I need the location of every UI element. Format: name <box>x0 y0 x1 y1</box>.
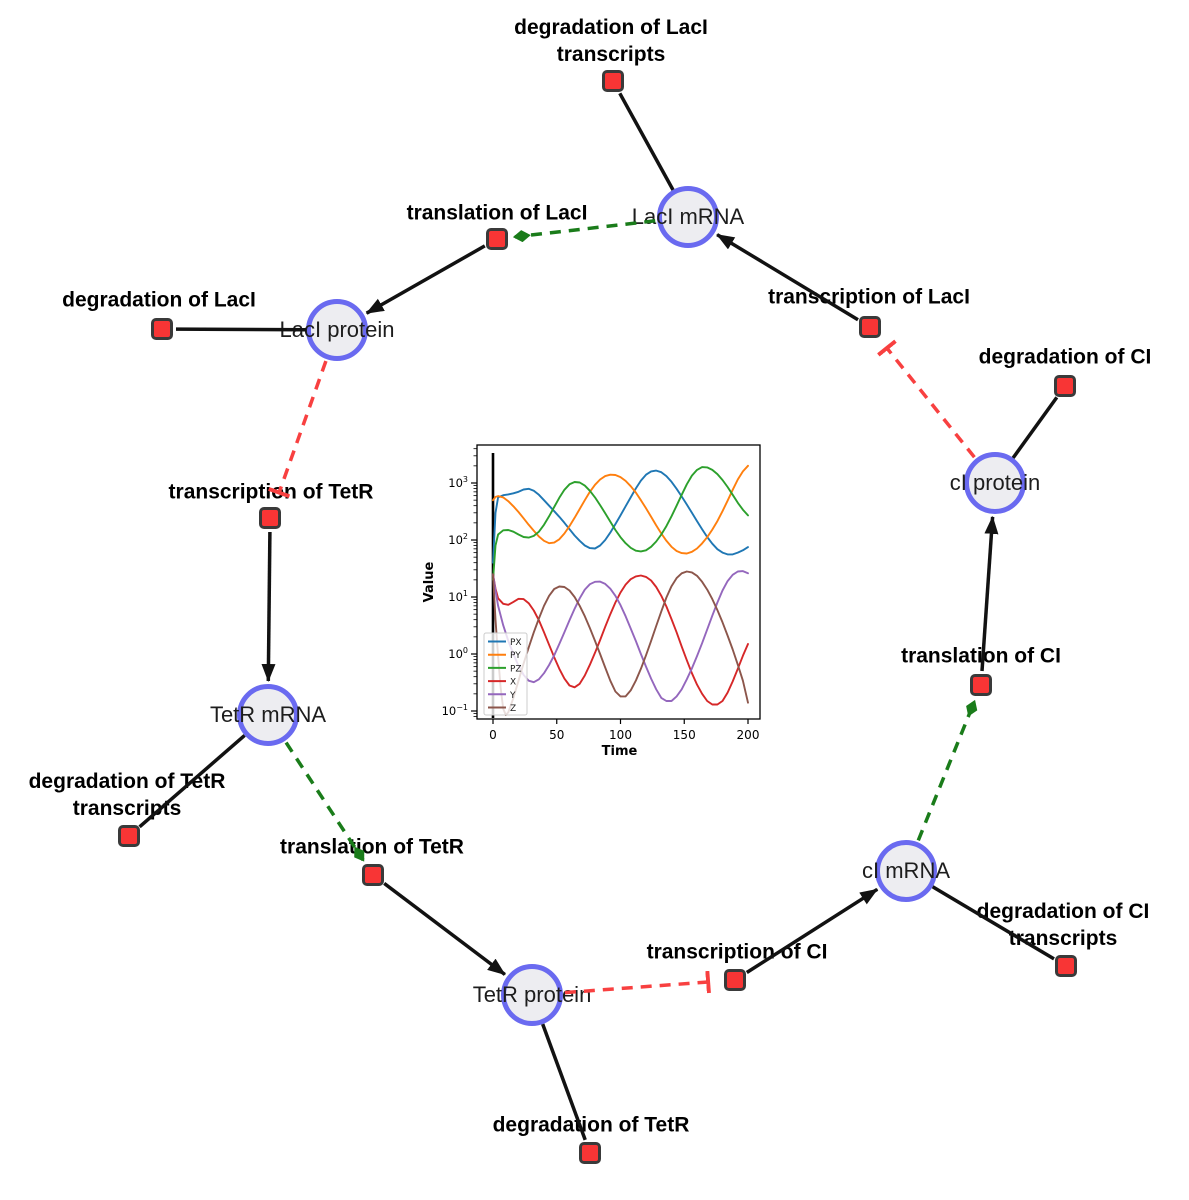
species-label-tetr-protein: TetR protein <box>472 982 592 1007</box>
legend-entry-label: Z <box>510 704 516 714</box>
chart-series-PX <box>492 469 749 564</box>
reaction-label-deg-tetr-tx: degradation of TetR transcripts <box>29 768 226 822</box>
reaction-label-deg-ci: degradation of CI <box>979 344 1152 371</box>
reaction-label-line: transcripts <box>556 43 666 66</box>
reaction-label-transcription-laci: transcription of LacI <box>768 284 970 311</box>
edge-inhibition-ci-protein-to-transcription-laci <box>877 339 976 459</box>
legend-entry-label: X <box>510 678 516 688</box>
reaction-label-translation-ci: translation of CI <box>901 643 1061 670</box>
reaction-node-deg-ci-tx[interactable] <box>1055 955 1077 977</box>
edge-reactant-ci-protein-to-deg-ci <box>1011 396 1059 459</box>
chart-series-X <box>492 573 749 706</box>
reaction-node-transcription-tetr[interactable] <box>259 507 281 529</box>
legend-entry-label: PX <box>510 638 522 648</box>
y-tick-label: 100 <box>448 646 468 661</box>
x-tick-label: 100 <box>609 728 632 742</box>
reaction-node-transcription-ci[interactable] <box>724 969 746 991</box>
species-label-ci-mrna: cI mRNA <box>862 858 950 883</box>
reaction-label-transcription-ci: transcription of CI <box>647 939 828 966</box>
reaction-node-deg-laci[interactable] <box>151 318 173 340</box>
chart-series-group <box>492 464 749 716</box>
reaction-label-deg-tetr: degradation of TetR <box>493 1112 690 1139</box>
legend-entry-label: Y <box>509 691 516 701</box>
reaction-node-translation-tetr[interactable] <box>362 864 384 886</box>
chart-series-PZ <box>492 466 749 581</box>
species-label-tetr-mrna: TetR mRNA <box>209 702 327 727</box>
x-tick-label: 0 <box>489 728 497 742</box>
legend-entry-label: PY <box>510 651 521 661</box>
reaction-label-line: degradation of CI <box>978 345 1152 369</box>
species-node-tetr-mrna[interactable] <box>237 684 299 746</box>
reaction-label-line: transcription of CI <box>646 940 828 964</box>
reaction-label-line: degradation of LacI <box>514 16 708 39</box>
reaction-label-deg-laci-tx: degradation of LacI transcripts <box>514 14 708 68</box>
reaction-node-deg-laci-tx[interactable] <box>602 70 624 92</box>
reaction-label-line: translation of LacI <box>406 201 588 225</box>
edge-modifier-ci-mrna-to-translation-ci <box>916 699 978 842</box>
reaction-node-deg-ci[interactable] <box>1054 375 1076 397</box>
reaction-label-deg-ci-tx: degradation of CI transcripts <box>977 898 1150 952</box>
reaction-label-line: transcripts <box>1008 927 1118 950</box>
reaction-label-translation-laci: translation of LacI <box>407 200 588 227</box>
x-tick-label: 50 <box>549 728 564 742</box>
species-node-tetr-protein[interactable] <box>501 964 563 1026</box>
edge-product-transcription-tetr-to-tetr-mrna <box>261 531 276 682</box>
chart-series-PY <box>492 464 749 555</box>
reaction-label-line: translation of CI <box>901 644 1061 668</box>
species-label-ci-protein: cI protein <box>949 470 1041 495</box>
species-node-laci-mrna[interactable] <box>657 186 719 248</box>
reaction-label-line: degradation of TetR <box>28 770 226 793</box>
reaction-label-line: transcription of TetR <box>168 480 374 504</box>
reaction-label-line: translation of TetR <box>280 835 464 859</box>
reaction-node-translation-ci[interactable] <box>970 674 992 696</box>
chart-legend: PX PY PZ XYZ <box>483 632 528 716</box>
species-node-laci-protein[interactable] <box>306 299 368 361</box>
x-tick-label: 150 <box>673 728 696 742</box>
reaction-label-line: transcription of LacI <box>768 285 970 309</box>
reaction-label-line: degradation of LacI <box>62 288 256 312</box>
reaction-node-transcription-laci[interactable] <box>859 316 881 338</box>
species-label-laci-mrna: LacI mRNA <box>631 204 745 229</box>
chart-ylabel: Value <box>422 561 437 602</box>
species-node-ci-mrna[interactable] <box>875 840 937 902</box>
chart-xlabel: Time <box>602 744 638 759</box>
reaction-label-translation-tetr: translation of TetR <box>280 834 464 861</box>
x-tick-label: 200 <box>737 728 760 742</box>
y-tick-label: 10−1 <box>442 703 468 718</box>
reaction-label-line: transcripts <box>72 797 182 820</box>
chart-y-axis: 10−1 100 101 102 103 <box>442 448 477 718</box>
y-tick-label: 101 <box>448 589 468 604</box>
edge-product-translation-laci-to-laci-protein <box>365 244 486 315</box>
chart-series-Y <box>492 570 749 702</box>
chart-frame <box>476 444 761 720</box>
edge-inhibition-laci-protein-to-transcription-tetr <box>268 360 328 499</box>
y-tick-label: 103 <box>448 475 468 490</box>
reaction-node-translation-laci[interactable] <box>486 228 508 250</box>
y-tick-label: 102 <box>448 532 468 547</box>
reaction-label-line: degradation of TetR <box>492 1113 690 1137</box>
chart-x-axis: 0 50 100 150 200 <box>489 719 759 742</box>
species-node-ci-protein[interactable] <box>964 452 1026 514</box>
edge-product-translation-tetr-to-tetr-protein <box>383 882 506 976</box>
reaction-label-line: degradation of CI <box>976 900 1150 923</box>
legend-entry-label: PZ <box>510 664 522 674</box>
reaction-node-deg-tetr-tx[interactable] <box>118 825 140 847</box>
edge-reactant-laci-mrna-to-deg-laci-tx <box>618 92 675 191</box>
reaction-node-deg-tetr[interactable] <box>579 1142 601 1164</box>
reaction-label-transcription-tetr: transcription of TetR <box>169 479 374 506</box>
species-label-laci-protein: LacI protein <box>279 317 395 342</box>
reaction-label-deg-laci: degradation of LacI <box>62 287 256 314</box>
